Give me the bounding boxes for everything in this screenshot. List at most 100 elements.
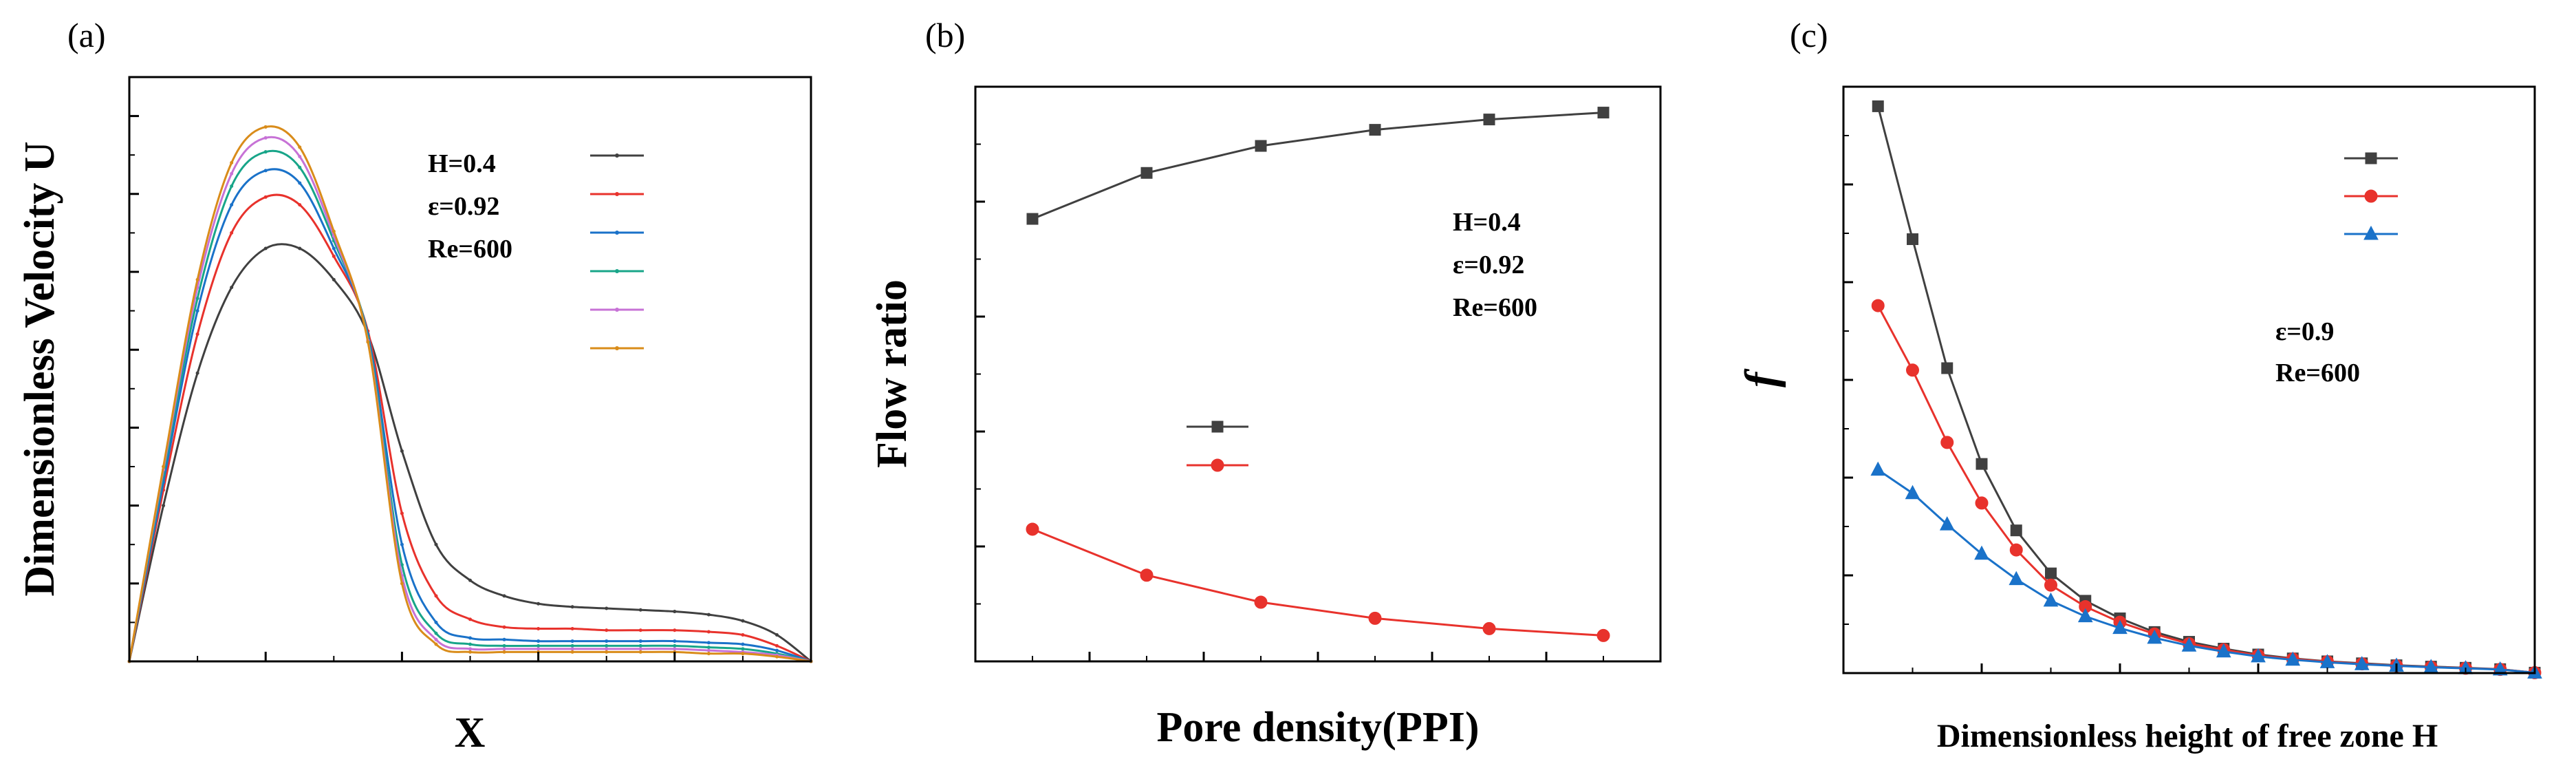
panel-a-data-point (230, 171, 234, 175)
panel-a-data-point (230, 203, 234, 207)
panel-a-data-point (673, 647, 677, 651)
panel-b-label: (b) (925, 16, 965, 54)
panel-a-data-point (537, 626, 541, 630)
panel-a-data-point (434, 620, 438, 624)
panel-a-data-point (570, 639, 574, 643)
panel-a-series-5ppi-line (128, 243, 812, 663)
panel-a-data-point (263, 150, 268, 154)
panel-b-data-point (1483, 114, 1495, 126)
panel-a-data-point (230, 231, 234, 235)
panel-a: (a) X Dimensionless Velocity U H=0.4 ε=0… (17, 16, 813, 756)
panel-a-legend-marker (615, 269, 619, 273)
panel-c-data-point (1939, 516, 1955, 531)
panel-a-data-point (434, 642, 438, 646)
panel-a-series-13ppi-line (128, 136, 812, 663)
panel-c-data-point (2285, 651, 2301, 666)
panel-a-data-point (263, 125, 268, 129)
panel-a-data-point (570, 650, 574, 654)
panel-a-data-point (366, 340, 370, 344)
panel-a-annotation-re: Re=600 (428, 235, 512, 264)
panel-c-ylabel: f (1736, 368, 1786, 387)
panel-a-data-point (638, 639, 642, 643)
panel-a-data-point (673, 643, 677, 648)
panel-a-data-point (741, 647, 745, 651)
panel-a-data-point (263, 246, 268, 251)
panel-a-legend-marker (615, 231, 619, 235)
panel-a-data-point (537, 647, 541, 651)
panel-c-data-point (2251, 648, 2266, 663)
panel-a-ylabel: Dimensionless Velocity U (17, 141, 63, 596)
panel-a-data-point (638, 608, 642, 612)
panel-b-plot (1026, 107, 1610, 642)
panel-c-data-point (2112, 619, 2128, 635)
panel-a-data-point (468, 647, 472, 651)
panel-a-data-point (502, 650, 506, 654)
panel-b-annotation-h: H=0.4 (1453, 208, 1521, 237)
panel-a-data-point (468, 642, 472, 646)
panel-a-data-point (638, 643, 642, 648)
panel-a-data-point (570, 626, 574, 630)
panel-c-annotation-re: Re=600 (2275, 359, 2360, 387)
panel-b-series-flow-ratio-of-free-zone-line (1032, 111, 1604, 220)
panel-a-data-point (741, 619, 745, 623)
panel-a-data-point (775, 648, 779, 652)
panel-a-data-point (537, 643, 541, 648)
panel-a-data-point (434, 631, 438, 635)
panel-a-data-point (605, 643, 609, 648)
panel-c-data-point (2077, 608, 2093, 623)
panel-b-data-point (1368, 611, 1382, 625)
panel-a-data-point (400, 542, 404, 546)
panel-a-data-point (332, 229, 336, 233)
panel-a-data-point (162, 504, 166, 508)
panel-a-data-point (400, 449, 404, 453)
panel-c-data-point (2044, 578, 2057, 592)
panel-c-data-point (2010, 524, 2022, 537)
panel-c-data-point (2354, 656, 2370, 670)
panel-a-data-point (706, 648, 711, 652)
panel-c-data-point (1976, 458, 1988, 470)
panel-a-data-point (162, 465, 166, 469)
panel-a-data-point (706, 646, 711, 650)
panel-a-data-point (706, 613, 711, 617)
panel-a-data-point (741, 642, 745, 646)
panel-b-ticks (974, 85, 1662, 663)
panel-c-data-point (1974, 545, 1989, 560)
panel-a-legend (590, 153, 644, 350)
panel-c-series-9ppi-line (1876, 106, 2535, 674)
panel-a-data-point (468, 636, 472, 640)
panel-a-legend-marker (615, 192, 619, 196)
panel-c-data-point (2147, 629, 2163, 644)
panel-a-data-point (298, 145, 302, 149)
panel-a-data-point (400, 582, 404, 586)
panel-a-data-point (298, 246, 302, 251)
panel-b: (b) Pore density(PPI) Flow ratio H=0.4 ε… (869, 16, 1662, 751)
panel-a-data-point (468, 617, 472, 621)
panel-c-frame (1842, 85, 2536, 674)
panel-b-frame (974, 85, 1662, 663)
panel-b-data-point (1255, 140, 1267, 152)
panel-c-data-point (1906, 363, 1919, 377)
panel-a-label: (a) (67, 16, 106, 54)
panel-a-ticks (128, 115, 812, 663)
panel-c-legend-marker (2365, 152, 2377, 164)
panel-a-data-point (434, 542, 438, 546)
panel-c-data-point (2009, 571, 2024, 586)
panel-c-data-point (1975, 496, 1989, 510)
panel-a-data-point (263, 136, 268, 140)
panel-c-label: (c) (1790, 16, 1828, 54)
panel-a-data-point (332, 277, 336, 281)
panel-a-series-15ppi-line (128, 125, 812, 663)
panel-b-data-point (1597, 107, 1610, 119)
panel-a-data-point (502, 643, 506, 648)
panel-b-legend-marker (1211, 458, 1224, 472)
panel-b-data-point (1369, 124, 1381, 136)
panel-c-data-point (2009, 543, 2023, 557)
panel-a-data-point (605, 628, 609, 632)
panel-a-data-point (673, 639, 677, 643)
panel-a-data-point (400, 563, 404, 567)
panel-a-plot (127, 125, 813, 663)
panel-c-data-point (1905, 485, 1920, 500)
panel-a-data-point (638, 647, 642, 651)
panel-c-data-point (2045, 567, 2057, 579)
